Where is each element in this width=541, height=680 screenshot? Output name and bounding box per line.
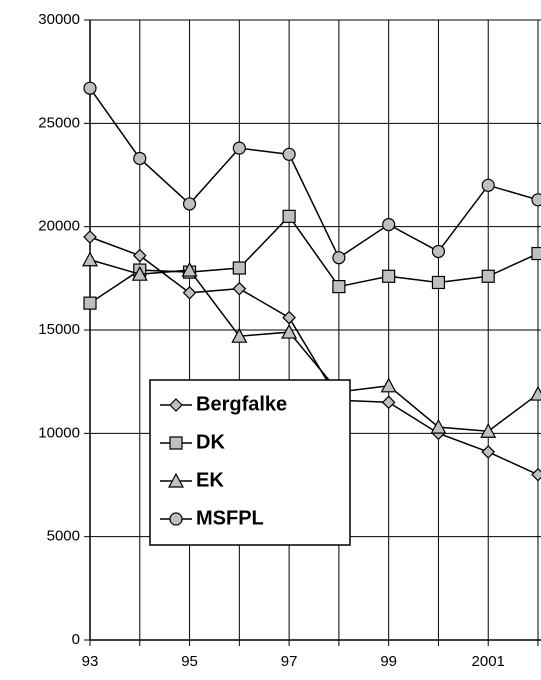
y-tick-label: 10000 — [38, 424, 80, 441]
marker — [531, 193, 541, 207]
series-line — [89, 215, 539, 304]
marker — [382, 269, 396, 283]
series-line — [89, 259, 539, 433]
marker — [382, 218, 396, 232]
marker — [332, 280, 346, 294]
marker — [81, 251, 99, 267]
x-tick-label: 95 — [181, 653, 198, 670]
marker — [531, 246, 541, 261]
x-tick-label: 93 — [82, 653, 99, 670]
y-tick-label: 25000 — [38, 114, 80, 131]
y-tick-label: 20000 — [38, 218, 80, 235]
marker — [481, 178, 495, 192]
y-tick-label: 5000 — [47, 528, 80, 545]
marker — [481, 445, 496, 459]
marker — [332, 251, 346, 265]
marker — [282, 209, 296, 223]
legend-label: DK — [196, 431, 225, 453]
marker — [431, 244, 446, 259]
marker — [529, 385, 541, 401]
marker — [232, 281, 247, 296]
marker — [232, 141, 246, 155]
legend-label: Bergfalke — [196, 393, 287, 415]
marker — [481, 269, 495, 283]
marker — [167, 472, 185, 488]
marker — [83, 296, 97, 310]
marker — [181, 261, 198, 277]
marker — [480, 423, 497, 438]
x-tick-label: 99 — [380, 653, 397, 670]
legend-label: EK — [196, 469, 224, 491]
marker — [182, 285, 197, 300]
marker — [431, 275, 446, 290]
legend-label: MSFPL — [196, 507, 264, 529]
marker — [169, 512, 183, 526]
marker — [83, 81, 97, 95]
x-tick-label: 97 — [281, 653, 298, 670]
y-tick-label: 0 — [72, 631, 80, 648]
marker — [381, 395, 396, 410]
y-tick-label: 15000 — [38, 321, 80, 338]
marker — [133, 151, 147, 166]
legend — [149, 379, 351, 546]
marker — [131, 265, 148, 281]
marker — [182, 197, 197, 211]
marker — [232, 261, 246, 275]
y-tick-label: 30000 — [38, 11, 80, 28]
marker — [380, 377, 397, 393]
marker — [430, 418, 447, 434]
marker — [132, 248, 147, 263]
marker — [231, 327, 248, 343]
marker — [83, 230, 97, 244]
marker — [281, 323, 298, 339]
marker — [169, 398, 183, 412]
x-tick-label: 2001 — [472, 653, 505, 670]
marker — [169, 436, 183, 450]
series-line — [89, 87, 539, 259]
marker — [531, 467, 541, 482]
marker — [282, 147, 296, 161]
series-line — [89, 236, 539, 476]
marker — [282, 310, 296, 325]
